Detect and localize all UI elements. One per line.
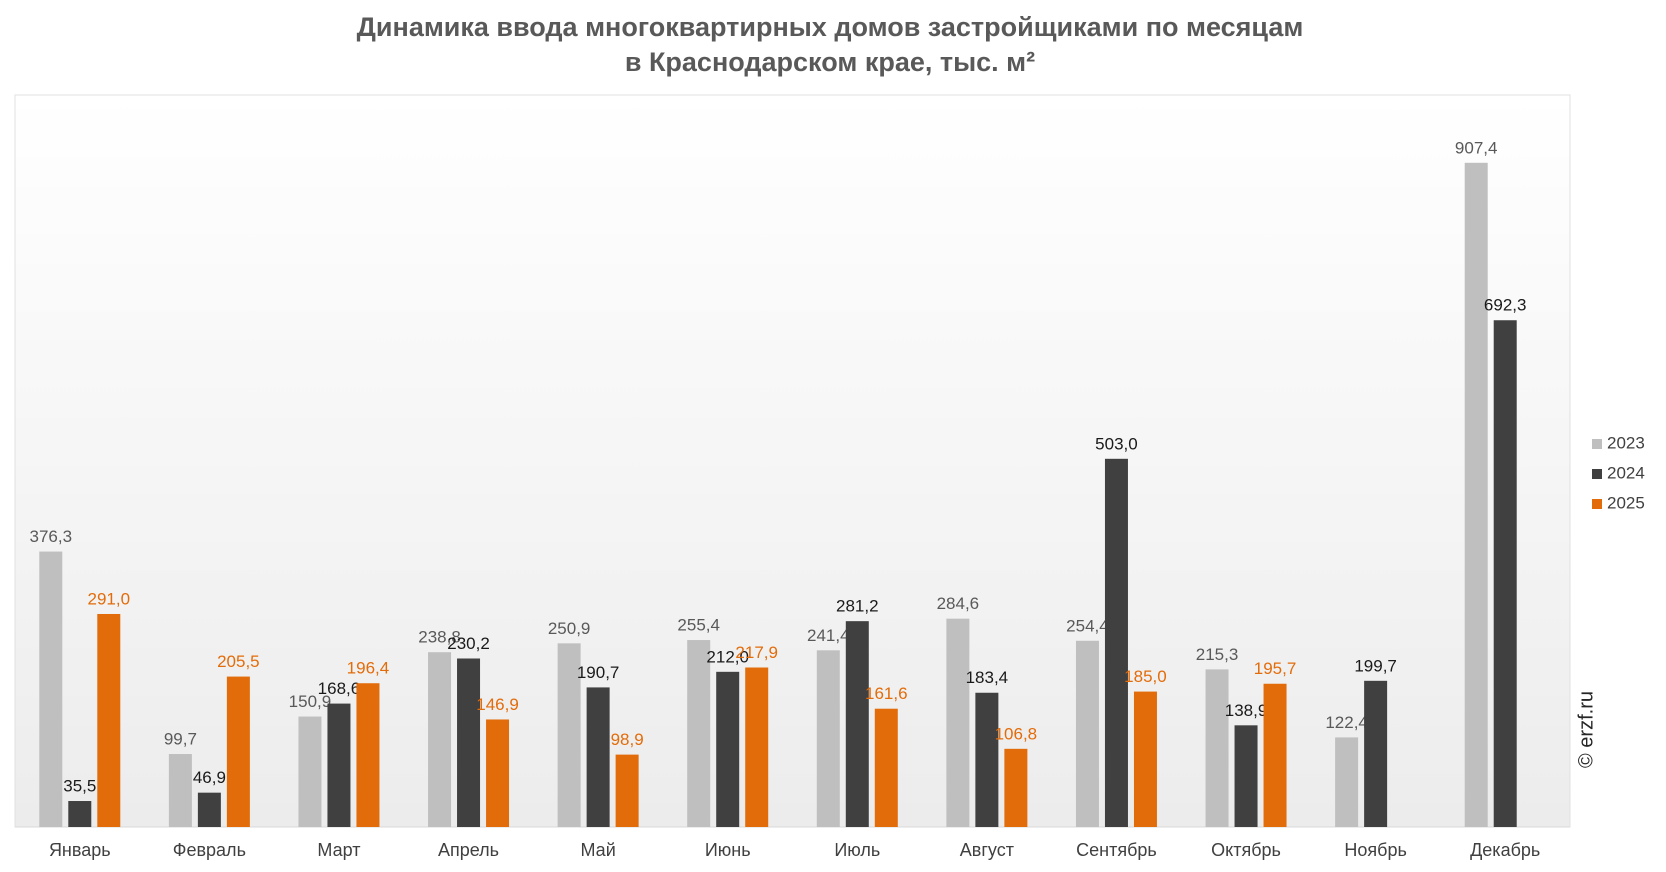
- value-label: 190,7: [577, 663, 620, 682]
- value-label: 150,9: [289, 692, 332, 711]
- bar: [298, 716, 322, 827]
- x-tick-label: Май: [580, 840, 615, 860]
- bar: [1493, 320, 1517, 827]
- bar: [615, 754, 639, 827]
- bar: [687, 640, 711, 827]
- bar: [745, 667, 769, 827]
- value-label: 168,6: [318, 679, 361, 698]
- legend-swatch: [1592, 439, 1602, 449]
- value-label: 291,0: [88, 589, 131, 608]
- bar: [327, 703, 351, 827]
- value-label: 281,2: [836, 597, 879, 616]
- x-tick-label: Апрель: [438, 840, 499, 860]
- value-label: 215,3: [1196, 645, 1239, 664]
- x-tick-label: Март: [317, 840, 360, 860]
- bar: [1234, 725, 1258, 827]
- bar: [39, 551, 63, 827]
- bar: [816, 650, 840, 827]
- x-tick-label: Октябрь: [1211, 840, 1281, 860]
- bar: [97, 613, 121, 827]
- bar: [845, 621, 869, 827]
- value-label: 230,2: [447, 634, 490, 653]
- value-label: 46,9: [193, 768, 226, 787]
- bar: [874, 708, 898, 827]
- value-label: 284,6: [937, 594, 980, 613]
- bar: [168, 754, 192, 827]
- value-label: 503,0: [1095, 434, 1138, 453]
- plot-area: [14, 94, 1571, 828]
- value-label: 122,4: [1325, 713, 1368, 732]
- bar: [1205, 669, 1229, 827]
- value-label: 183,4: [966, 668, 1009, 687]
- chart-title: Динамика ввода многоквартирных домов зас…: [357, 12, 1304, 42]
- bar: [975, 692, 999, 827]
- value-label: 376,3: [30, 527, 73, 546]
- value-label: 35,5: [63, 776, 96, 795]
- x-tick-label: Сентябрь: [1076, 840, 1157, 860]
- value-label: 250,9: [548, 619, 591, 638]
- bar: [1263, 683, 1287, 827]
- bar: [586, 687, 610, 827]
- value-label: 185,0: [1124, 667, 1167, 686]
- bar: [486, 719, 510, 827]
- bar: [1104, 458, 1128, 827]
- source-watermark: © erzf.ru: [1575, 691, 1597, 768]
- legend-swatch: [1592, 469, 1602, 479]
- value-label: 199,7: [1354, 656, 1397, 675]
- chart-subtitle: в Краснодарском крае, тыс. м²: [625, 47, 1035, 77]
- x-tick-label: Февраль: [173, 840, 246, 860]
- bar: [716, 671, 740, 827]
- bar: [457, 658, 481, 827]
- x-tick-label: Июнь: [705, 840, 751, 860]
- value-label: 205,5: [217, 652, 260, 671]
- bar: [557, 643, 581, 827]
- value-label: 99,7: [164, 730, 197, 749]
- value-label: 238,8: [418, 628, 461, 647]
- legend-label: 2025: [1607, 493, 1645, 512]
- value-label: 692,3: [1484, 296, 1527, 315]
- value-label: 217,9: [735, 643, 778, 662]
- value-label: 195,7: [1254, 659, 1297, 678]
- value-label: 146,9: [476, 695, 519, 714]
- x-tick-label: Ноябрь: [1344, 840, 1406, 860]
- bar: [946, 618, 970, 827]
- value-label: 212,0: [706, 647, 749, 666]
- x-tick-label: Январь: [49, 840, 111, 860]
- value-label: 241,4: [807, 626, 850, 645]
- bar: [226, 676, 250, 827]
- legend-label: 2024: [1607, 463, 1645, 482]
- value-label: 907,4: [1455, 138, 1498, 157]
- value-label: 138,9: [1225, 701, 1268, 720]
- bar: [1364, 680, 1388, 827]
- legend-label: 2023: [1607, 433, 1645, 452]
- bar: [68, 801, 92, 827]
- x-tick-label: Июль: [834, 840, 880, 860]
- value-label: 161,6: [865, 684, 908, 703]
- bar: [428, 652, 452, 827]
- bar: [356, 683, 380, 827]
- bar: [1133, 691, 1157, 827]
- legend-swatch: [1592, 499, 1602, 509]
- value-label: 98,9: [611, 730, 644, 749]
- bar: [1464, 162, 1488, 827]
- bar: [197, 792, 221, 827]
- x-tick-label: Август: [960, 840, 1014, 860]
- value-label: 255,4: [677, 616, 720, 635]
- value-label: 196,4: [347, 659, 390, 678]
- bar: [1004, 748, 1028, 827]
- bar: [1075, 640, 1099, 827]
- value-label: 254,4: [1066, 616, 1109, 635]
- x-tick-label: Декабрь: [1470, 840, 1540, 860]
- value-label: 106,8: [995, 724, 1038, 743]
- bar: [1335, 737, 1359, 827]
